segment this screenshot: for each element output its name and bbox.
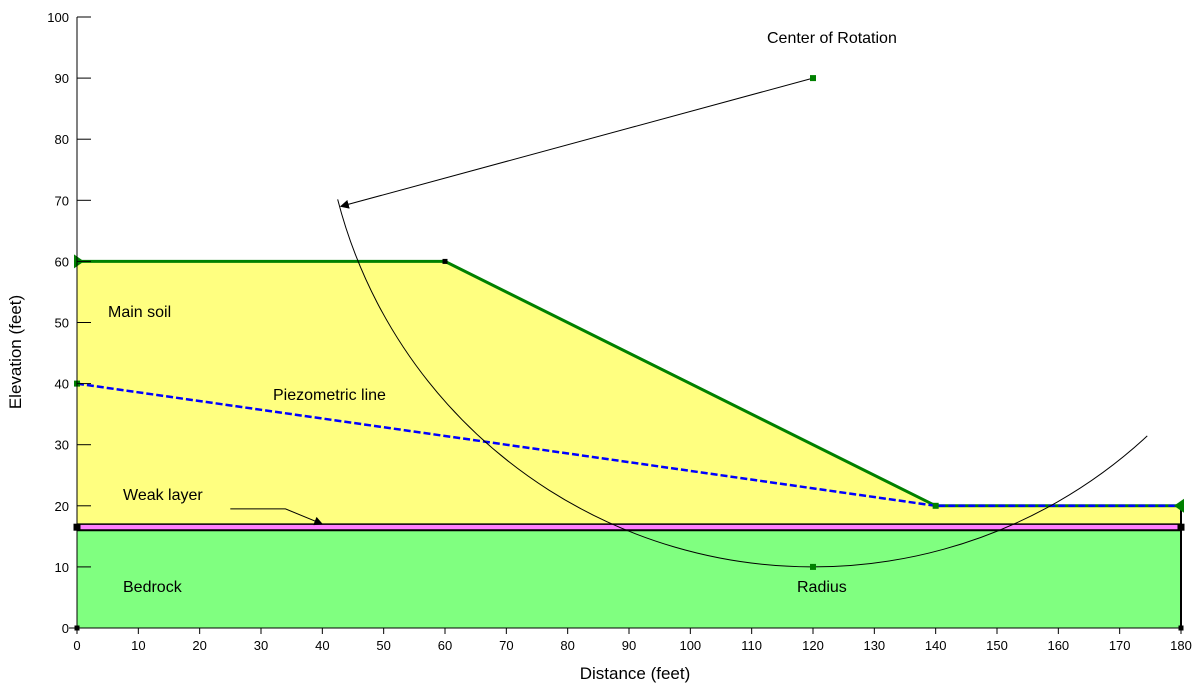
y-axis-ticks: 0 10 20 30 40 50 60 70 80 90 100: [47, 10, 91, 636]
crest-vertex-marker: [442, 258, 448, 264]
bedrock-label: Bedrock: [123, 579, 183, 596]
x-tick-label: 50: [376, 638, 390, 653]
piezometric-line: [76, 382, 1181, 508]
y-tick-label: 60: [55, 254, 69, 269]
x-tick-label: 30: [254, 638, 268, 653]
x-tick-label: 180: [1170, 638, 1192, 653]
failure-circle-arc: [337, 199, 1148, 568]
bedrock-layer: [77, 530, 1181, 628]
y-tick-label: 50: [55, 316, 69, 331]
x-tick-label: 150: [986, 638, 1008, 653]
x-tick-label: 90: [622, 638, 636, 653]
x-tick-label: 10: [131, 638, 145, 653]
y-tick-label: 0: [62, 621, 69, 636]
weak-layer-right-marker: [1177, 523, 1185, 531]
y-tick-label: 70: [55, 193, 69, 208]
x-tick-label: 110: [741, 638, 762, 653]
x-tick-label: 40: [315, 638, 329, 653]
x-tick-label: 20: [192, 638, 206, 653]
axes: 0 10 20 30 40 50 60 70 80 90 100 110 120 130 140 150 160…: [47, 10, 1192, 653]
x-tick-label: 70: [499, 638, 513, 653]
weak-layer-leader-arrow: [230, 508, 324, 526]
weak-layer-band: [77, 524, 1181, 531]
x-tick-label: 170: [1109, 638, 1131, 653]
x-tick-label: 100: [679, 638, 701, 653]
radius-label: Radius: [797, 579, 847, 596]
soil-layers: [77, 261, 1181, 628]
ground-right-end-marker: [1174, 498, 1184, 513]
x-tick-label: 60: [438, 638, 452, 653]
center-of-rotation-arrow: [339, 77, 814, 209]
y-tick-label: 40: [55, 377, 69, 392]
x-tick-label: 130: [863, 638, 885, 653]
y-tick-label: 30: [55, 438, 69, 453]
x-tick-label: 80: [560, 638, 574, 653]
x-axis-ticks: 0 10 20 30 40 50 60 70 80 90 100 110 120 130 140 150 160…: [73, 628, 1192, 653]
y-axis-title: Elevation (feet): [6, 295, 25, 409]
y-tick-label: 20: [55, 499, 69, 514]
y-tick-label: 10: [55, 560, 69, 575]
main-soil-layer: [77, 261, 1181, 525]
piezometric-line-label: Piezometric line: [273, 387, 386, 404]
main-soil-label: Main soil: [108, 304, 171, 321]
toe-vertex-marker: [932, 502, 939, 509]
x-tick-label: 120: [802, 638, 824, 653]
y-tick-label: 80: [55, 132, 69, 147]
x-tick-label: 0: [73, 638, 80, 653]
weak-layer-label: Weak layer: [123, 487, 203, 504]
y-tick-label: 100: [47, 10, 69, 25]
x-tick-label: 160: [1047, 638, 1069, 653]
center-of-rotation-label: Center of Rotation: [767, 30, 897, 47]
y-tick-label: 90: [55, 71, 69, 86]
x-axis-title: Distance (feet): [580, 664, 691, 683]
center-of-rotation-marker: [810, 75, 816, 82]
x-tick-label: 140: [925, 638, 947, 653]
radius-point-marker: [810, 563, 816, 570]
